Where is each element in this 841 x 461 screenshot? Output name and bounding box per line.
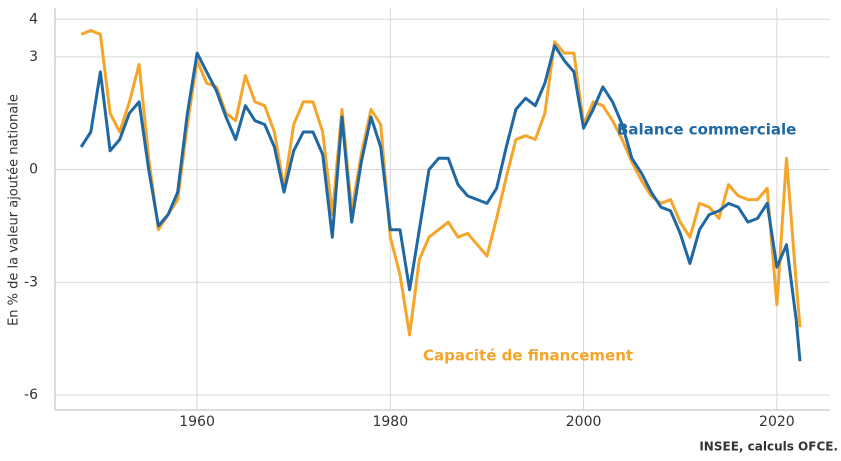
series-label: Capacité de financement xyxy=(423,347,633,365)
source: INSEE, calculs OFCE. xyxy=(699,440,838,454)
y-tick-label: 0 xyxy=(29,162,38,178)
y-tick-label: -3 xyxy=(24,274,38,290)
series-label: Balance commerciale xyxy=(617,121,796,139)
line-series xyxy=(80,29,802,337)
x-tick-label: 1960 xyxy=(179,414,215,430)
x-tick-label: 2000 xyxy=(566,414,602,430)
y-tick-label: 3 xyxy=(29,49,38,65)
line-series xyxy=(79,44,802,362)
x-tick-label: 2020 xyxy=(759,414,795,430)
x-tick-label: 1980 xyxy=(372,414,408,430)
y-tick-label: 4 xyxy=(29,11,38,27)
y-axis-label: En % de la valeur ajoutée nationale xyxy=(7,94,22,326)
y-tick-label: -6 xyxy=(24,387,38,403)
